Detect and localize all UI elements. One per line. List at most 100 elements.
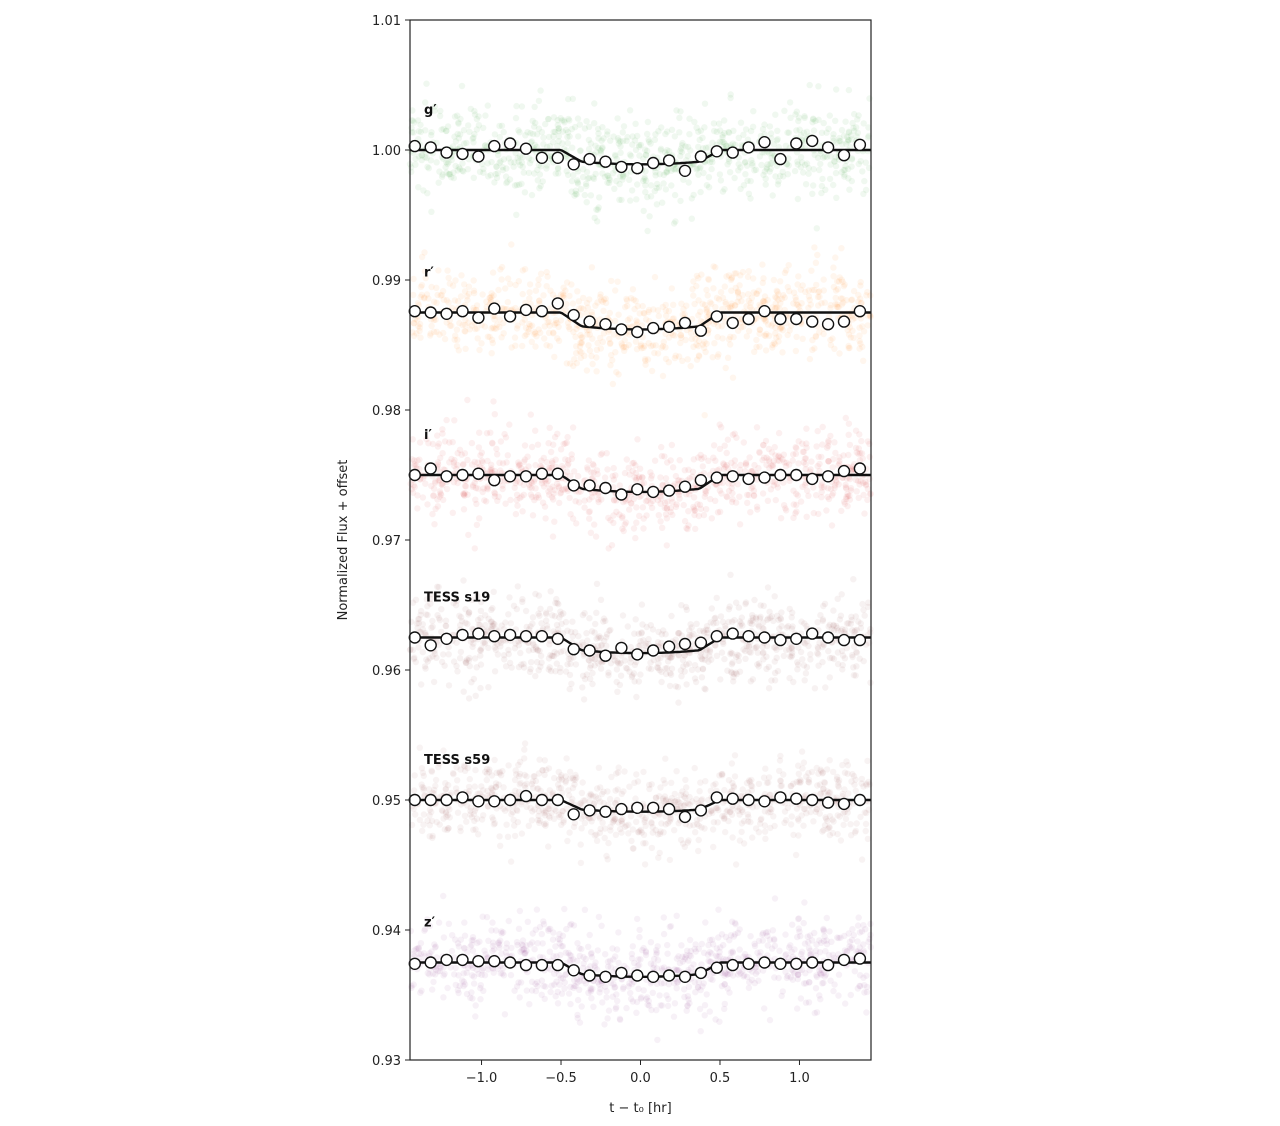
raw-point bbox=[651, 136, 659, 143]
raw-point bbox=[485, 684, 492, 691]
raw-point bbox=[730, 333, 737, 341]
raw-point bbox=[465, 783, 473, 791]
raw-point bbox=[663, 542, 670, 549]
raw-point bbox=[572, 190, 579, 198]
raw-point bbox=[627, 813, 635, 820]
raw-point bbox=[573, 359, 580, 367]
raw-point bbox=[465, 531, 472, 539]
raw-point bbox=[532, 494, 540, 501]
raw-point bbox=[803, 160, 811, 167]
raw-point bbox=[560, 292, 567, 299]
raw-point bbox=[820, 287, 827, 294]
raw-point bbox=[696, 353, 703, 360]
raw-point bbox=[487, 625, 495, 632]
raw-point bbox=[533, 143, 540, 151]
raw-point bbox=[811, 286, 818, 294]
raw-point bbox=[821, 299, 828, 306]
raw-point bbox=[528, 338, 535, 345]
raw-point bbox=[448, 174, 455, 181]
raw-point bbox=[597, 334, 604, 342]
raw-point bbox=[714, 804, 721, 812]
raw-point bbox=[856, 324, 863, 331]
raw-point bbox=[463, 659, 470, 666]
raw-point bbox=[672, 218, 679, 225]
raw-point bbox=[640, 768, 647, 776]
raw-point bbox=[634, 181, 641, 188]
raw-point bbox=[424, 611, 431, 619]
raw-point bbox=[421, 295, 428, 302]
raw-point bbox=[483, 430, 491, 437]
raw-point bbox=[649, 497, 656, 504]
raw-point bbox=[701, 301, 709, 309]
raw-point bbox=[470, 134, 477, 141]
raw-point bbox=[546, 637, 554, 644]
raw-point bbox=[659, 372, 667, 380]
raw-point bbox=[849, 770, 856, 778]
raw-point bbox=[459, 160, 466, 167]
raw-point bbox=[658, 124, 665, 131]
raw-point bbox=[746, 454, 753, 461]
raw-point bbox=[786, 477, 793, 484]
raw-point bbox=[477, 661, 485, 668]
raw-point bbox=[765, 615, 772, 622]
raw-point bbox=[729, 496, 736, 503]
raw-point bbox=[663, 312, 670, 319]
raw-point bbox=[454, 668, 461, 675]
raw-point bbox=[730, 127, 737, 134]
raw-point bbox=[659, 482, 666, 489]
raw-point bbox=[693, 272, 701, 280]
raw-point bbox=[612, 152, 619, 160]
raw-point bbox=[553, 660, 560, 667]
raw-point bbox=[803, 425, 810, 432]
raw-point bbox=[530, 130, 537, 138]
raw-point bbox=[641, 174, 648, 181]
raw-point bbox=[686, 491, 693, 498]
raw-point bbox=[567, 768, 574, 775]
raw-point bbox=[543, 459, 551, 466]
raw-point bbox=[601, 834, 608, 842]
raw-point bbox=[555, 337, 563, 344]
raw-point bbox=[630, 459, 637, 467]
raw-point bbox=[640, 637, 647, 644]
raw-point bbox=[466, 609, 473, 616]
raw-point bbox=[595, 130, 602, 137]
raw-point bbox=[454, 298, 462, 305]
raw-point bbox=[421, 294, 428, 301]
raw-point bbox=[755, 464, 762, 472]
raw-point bbox=[726, 603, 733, 610]
raw-point bbox=[437, 107, 444, 115]
raw-point bbox=[431, 650, 438, 657]
raw-point bbox=[680, 501, 687, 509]
raw-point bbox=[476, 346, 483, 354]
raw-point bbox=[562, 126, 570, 134]
raw-point bbox=[433, 284, 440, 291]
raw-point bbox=[572, 498, 579, 505]
raw-point bbox=[729, 489, 736, 497]
raw-point bbox=[710, 454, 717, 461]
raw-point bbox=[708, 605, 715, 612]
raw-point bbox=[629, 460, 636, 467]
raw-point bbox=[762, 318, 769, 325]
raw-point bbox=[478, 160, 486, 168]
raw-point bbox=[690, 343, 697, 350]
raw-point bbox=[764, 161, 771, 168]
raw-point bbox=[588, 628, 596, 635]
raw-point bbox=[839, 661, 846, 669]
raw-point bbox=[583, 118, 590, 125]
raw-point bbox=[499, 637, 507, 644]
raw-point bbox=[784, 283, 791, 291]
raw-point bbox=[443, 169, 450, 176]
raw-point bbox=[556, 614, 563, 621]
raw-point bbox=[515, 462, 522, 470]
raw-point bbox=[436, 488, 444, 495]
raw-point bbox=[843, 644, 850, 652]
raw-point bbox=[794, 158, 801, 165]
raw-point bbox=[778, 782, 785, 789]
raw-point bbox=[625, 496, 632, 503]
raw-point bbox=[445, 171, 452, 178]
raw-point bbox=[847, 487, 855, 494]
raw-point bbox=[654, 639, 662, 646]
raw-point bbox=[434, 461, 442, 468]
raw-point bbox=[641, 342, 648, 350]
raw-point bbox=[727, 304, 734, 312]
